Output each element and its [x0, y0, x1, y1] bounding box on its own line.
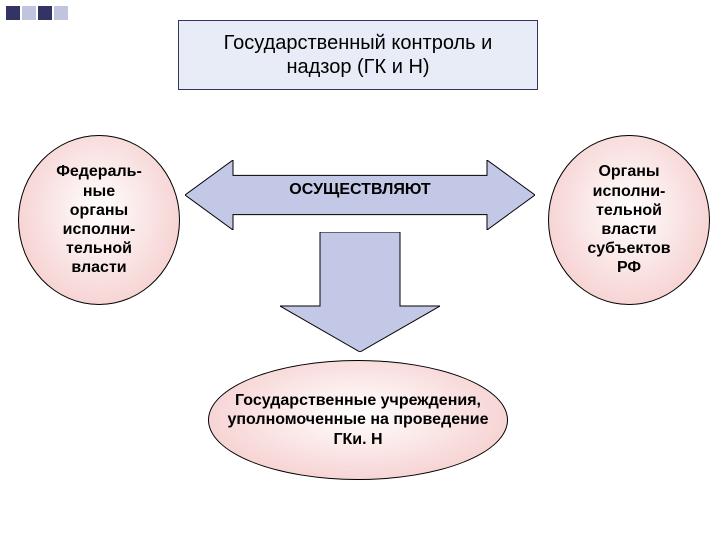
corner-decor — [6, 6, 68, 20]
left-ellipse: Федераль- ные органы исполни- тельной вл… — [18, 135, 180, 305]
bottom-ellipse-text: Государственные учреждения, уполномоченн… — [223, 391, 493, 449]
title-box: Государственный контроль и надзор (ГК и … — [178, 20, 538, 90]
decor-sq — [54, 6, 68, 20]
right-ellipse-text: Органы исполни- тельной власти субъектов… — [587, 162, 670, 277]
bottom-ellipse: Государственные учреждения, уполномоченн… — [208, 360, 508, 480]
decor-sq — [38, 6, 52, 20]
down-arrow — [280, 232, 440, 352]
diagram-canvas: Государственный контроль и надзор (ГК и … — [0, 0, 720, 540]
down-arrow-shape — [280, 232, 440, 352]
decor-sq — [22, 6, 36, 20]
title-text: Государственный контроль и надзор (ГК и … — [193, 31, 523, 79]
right-ellipse: Органы исполни- тельной власти субъектов… — [548, 135, 710, 305]
arrow-label: ОСУЩЕСТВЛЯЮТ — [185, 180, 535, 199]
arrow-label-text: ОСУЩЕСТВЛЯЮТ — [289, 181, 430, 198]
decor-sq — [6, 6, 20, 20]
left-ellipse-text: Федераль- ные органы исполни- тельной вл… — [56, 162, 142, 277]
